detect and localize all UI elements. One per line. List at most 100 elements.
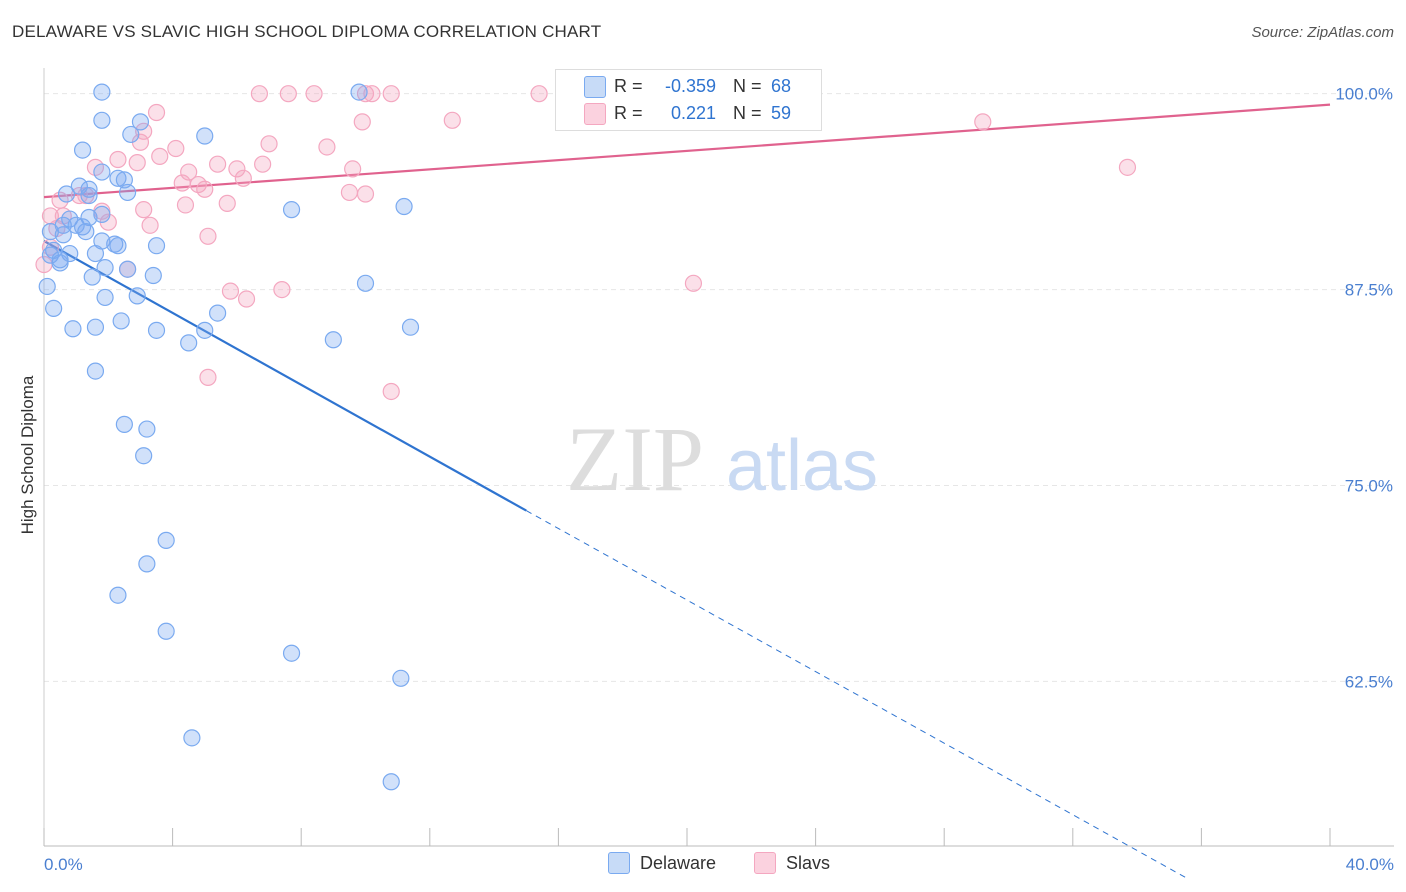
y-tick-label: 62.5% bbox=[1345, 672, 1393, 691]
slavs-point bbox=[260, 135, 278, 153]
slavs-point bbox=[237, 290, 256, 308]
slavs-point bbox=[254, 155, 272, 173]
delaware-point bbox=[180, 334, 198, 352]
slavs-point bbox=[135, 122, 153, 140]
delaware-r-value: -0.359 bbox=[664, 76, 716, 96]
delaware-trend-line bbox=[43, 240, 527, 512]
delaware-point bbox=[54, 226, 72, 244]
delaware-point bbox=[282, 644, 301, 662]
x-tick-label: 0.0% bbox=[44, 855, 83, 874]
legend-item-delaware[interactable]: Delaware bbox=[608, 852, 716, 874]
slavs-r-value: 0.221 bbox=[670, 103, 716, 123]
x-tick-label: 40.0% bbox=[1346, 855, 1394, 874]
grid-lines bbox=[44, 93, 1394, 682]
watermark: ZIP atlas bbox=[566, 408, 878, 510]
delaware-point bbox=[80, 208, 98, 227]
delaware-point bbox=[93, 205, 111, 223]
slavs-point bbox=[974, 113, 992, 131]
slavs-point bbox=[530, 85, 548, 103]
delaware-point bbox=[86, 318, 105, 336]
delaware-point bbox=[93, 83, 111, 101]
y-tick-label: 100.0% bbox=[1335, 85, 1393, 104]
delaware-point bbox=[86, 362, 105, 380]
delaware-point bbox=[57, 185, 76, 203]
stats-row-slavs: R = 0.221 N = 59 bbox=[556, 100, 821, 126]
legend-delaware-swatch bbox=[608, 852, 630, 874]
delaware-point bbox=[147, 321, 166, 339]
slavs-point bbox=[1118, 158, 1137, 176]
tick-labels: 62.5% 75.0% 87.5% 100.0% 0.0% 40.0% bbox=[44, 85, 1394, 874]
delaware-point bbox=[147, 237, 166, 255]
delaware-point bbox=[109, 237, 127, 255]
slavs-point bbox=[147, 103, 166, 122]
delaware-point bbox=[51, 254, 69, 272]
delaware-point bbox=[93, 111, 111, 129]
delaware-point bbox=[80, 180, 98, 198]
delaware-point bbox=[38, 277, 56, 296]
slavs-point bbox=[344, 160, 362, 178]
slavs-point bbox=[382, 85, 400, 103]
slavs-point bbox=[318, 138, 336, 156]
delaware-point bbox=[392, 669, 410, 687]
slavs-point bbox=[167, 139, 185, 158]
delaware-point bbox=[395, 197, 413, 216]
slavs-r-label: R = bbox=[614, 103, 643, 123]
slavs-point bbox=[173, 174, 191, 192]
slavs-point bbox=[141, 216, 159, 234]
slavs-n-value: 59 bbox=[771, 103, 792, 123]
delaware-point bbox=[80, 186, 98, 205]
delaware-point bbox=[45, 299, 63, 317]
slavs-point bbox=[684, 274, 703, 292]
delaware-point bbox=[324, 331, 342, 349]
delaware-point bbox=[135, 447, 153, 465]
slavs-point bbox=[273, 280, 291, 299]
delaware-points bbox=[38, 83, 420, 791]
y-tick-label: 87.5% bbox=[1345, 281, 1393, 300]
y-tick-label: 75.0% bbox=[1345, 477, 1393, 496]
delaware-point bbox=[64, 320, 82, 338]
slavs-point bbox=[234, 169, 252, 187]
delaware-point bbox=[83, 268, 101, 286]
slavs-point bbox=[356, 185, 375, 203]
slavs-point bbox=[70, 186, 88, 205]
stats-legend-box: R = -0.359 N = 68 R = 0.221 N = 59 bbox=[555, 69, 822, 131]
delaware-point bbox=[282, 201, 301, 219]
source-label: Source: ZipAtlas.com bbox=[1251, 24, 1394, 41]
legend-delaware-label: Delaware bbox=[640, 852, 717, 873]
delaware-trend-extension bbox=[526, 510, 1186, 878]
slavs-point bbox=[199, 227, 217, 245]
delaware-point bbox=[138, 420, 156, 438]
delaware-point bbox=[131, 113, 150, 131]
delaware-point bbox=[73, 218, 92, 236]
delaware-point bbox=[96, 259, 114, 277]
delaware-point bbox=[115, 415, 133, 433]
slavs-point bbox=[382, 382, 400, 401]
delaware-point bbox=[86, 244, 105, 263]
delaware-point bbox=[118, 183, 137, 202]
delaware-point bbox=[209, 304, 227, 322]
slavs-point bbox=[151, 147, 169, 165]
slavs-point bbox=[199, 368, 217, 386]
delaware-point bbox=[196, 127, 214, 145]
watermark-zip: ZIP bbox=[566, 408, 704, 510]
legend-item-slavs[interactable]: Slavs bbox=[754, 852, 830, 874]
legend-slavs-swatch bbox=[754, 852, 776, 874]
delaware-point bbox=[93, 163, 111, 181]
slavs-point bbox=[363, 85, 381, 103]
delaware-point bbox=[61, 210, 79, 228]
slavs-point bbox=[218, 194, 236, 212]
slavs-point bbox=[180, 163, 198, 181]
delaware-point bbox=[401, 318, 420, 336]
delaware-point bbox=[183, 729, 201, 747]
slavs-point bbox=[109, 150, 127, 169]
delaware-point bbox=[109, 586, 127, 604]
delaware-point bbox=[196, 321, 214, 339]
slavs-point bbox=[209, 155, 227, 173]
delaware-point bbox=[157, 622, 175, 640]
delaware-r-label: R = bbox=[614, 76, 643, 96]
delaware-point bbox=[350, 83, 368, 101]
slavs-point bbox=[221, 282, 240, 300]
slavs-point bbox=[176, 196, 195, 214]
delaware-point bbox=[144, 266, 162, 285]
